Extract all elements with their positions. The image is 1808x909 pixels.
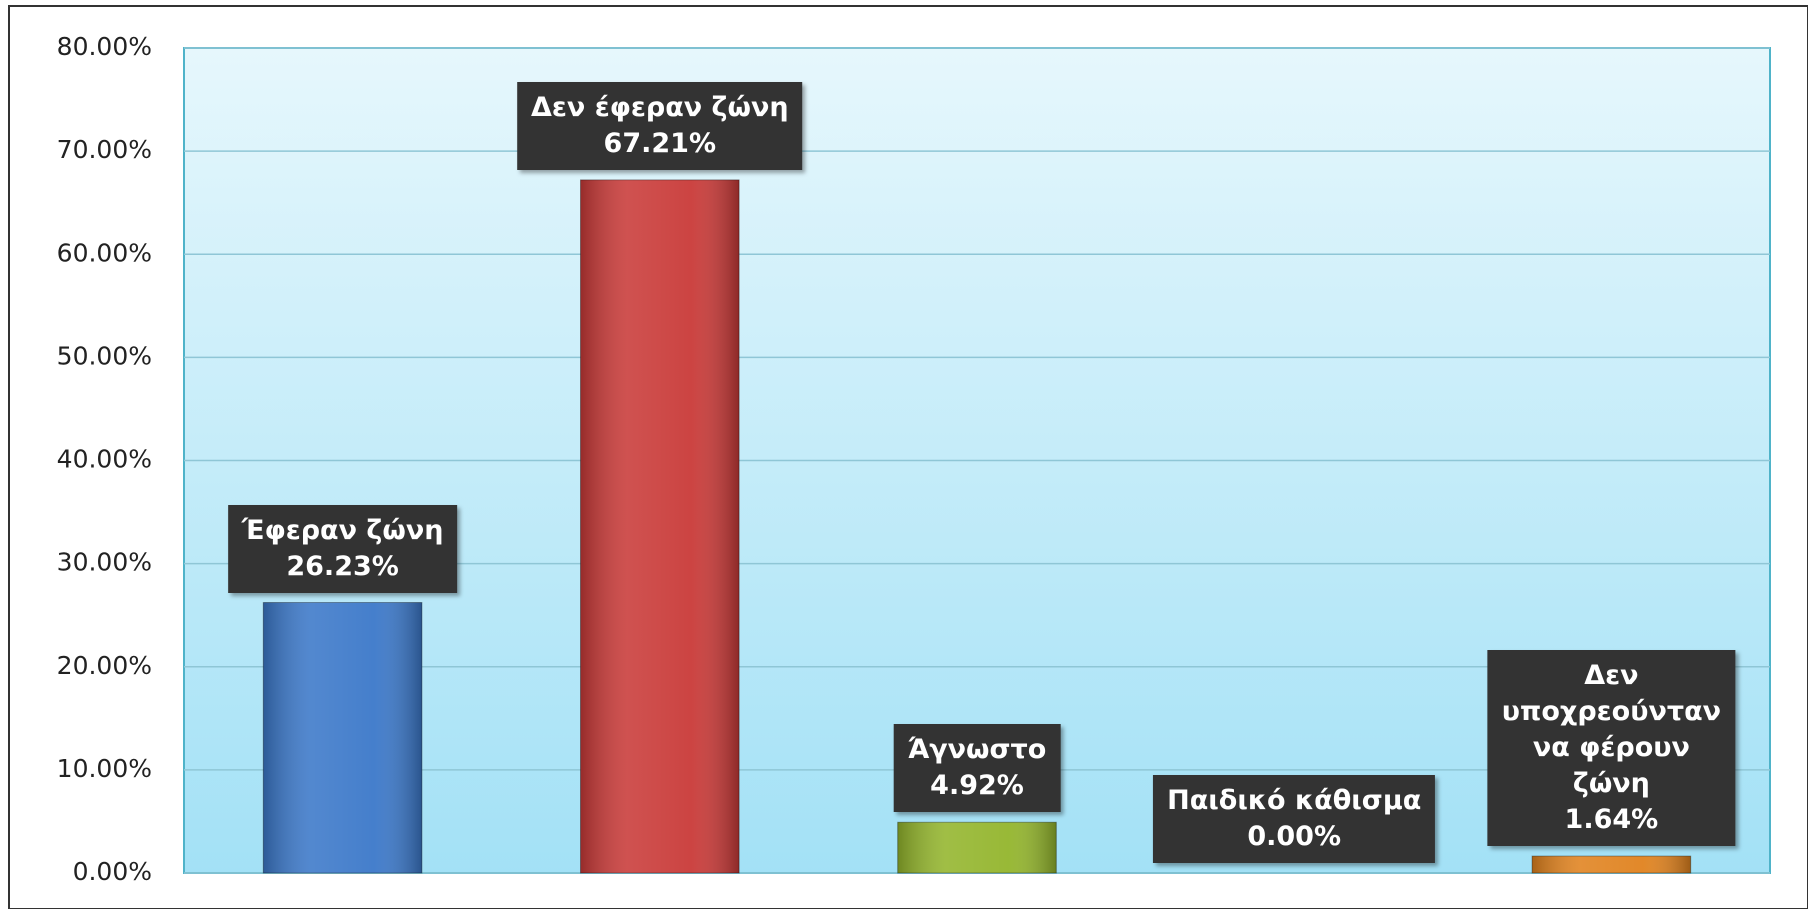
y-tick-label: 60.00% [57,238,152,267]
y-tick-label: 0.00% [73,857,152,886]
y-tick-label: 70.00% [57,135,152,164]
frame [8,5,1808,909]
y-tick-label: 80.00% [57,32,152,61]
data-label: Δεν υποχρεούνταν να φέρουν ζώνη 1.64% [1487,650,1736,847]
data-label-category: Έφεραν ζώνη [241,514,444,546]
bar-shade [580,179,740,874]
y-tick-label: 50.00% [57,341,152,370]
data-label-category: Δεν υποχρεούνταν να φέρουν ζώνη [1501,660,1722,800]
data-label-value: 1.64% [1564,804,1659,836]
data-label: Παιδικό κάθισμα 0.00% [1153,775,1436,863]
data-label-category: Δεν έφεραν ζώνη [530,91,789,123]
bar-shade [263,602,422,873]
data-label: Δεν έφεραν ζώνη 67.21% [516,81,803,170]
bar-shade [897,822,1057,873]
y-tick-label: 10.00% [57,754,152,783]
y-tick-label: 30.00% [57,548,152,577]
data-label: Έφεραν ζώνη 26.23% [227,504,458,593]
y-tick-label: 40.00% [57,445,152,474]
data-label-value: 26.23% [286,550,399,582]
y-tick-label: 20.00% [57,651,152,680]
data-label-category: Παιδικό κάθισμα [1167,785,1422,816]
data-label-value: 0.00% [1247,821,1342,852]
data-label-value: 67.21% [603,127,717,159]
data-label: Άγνωστο 4.92% [893,724,1061,813]
data-label-category: Άγνωστο [907,734,1047,766]
data-label-value: 4.92% [930,770,1024,802]
bar-shade [1532,856,1691,873]
